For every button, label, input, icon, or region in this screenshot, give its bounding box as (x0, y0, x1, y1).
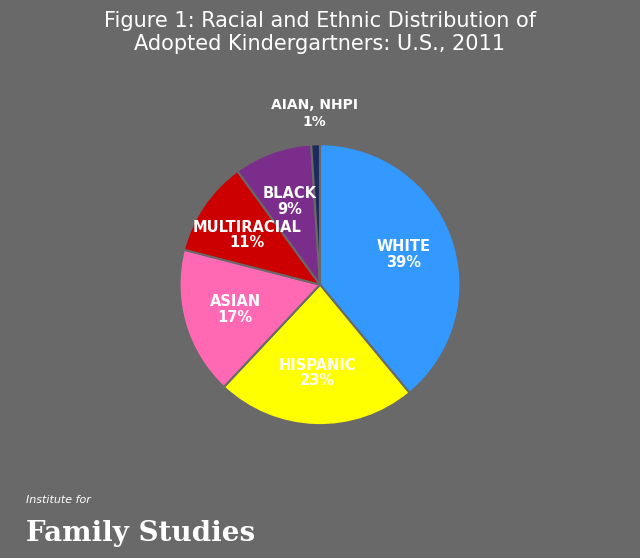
Text: Institute for: Institute for (26, 495, 90, 505)
Wedge shape (224, 285, 410, 425)
Text: 9%: 9% (278, 201, 303, 217)
Text: 17%: 17% (218, 310, 253, 325)
Text: Family Studies: Family Studies (26, 520, 255, 547)
Wedge shape (184, 171, 320, 285)
Text: 23%: 23% (300, 373, 335, 388)
Wedge shape (237, 145, 320, 285)
Title: Figure 1: Racial and Ethnic Distribution of
Adopted Kindergartners: U.S., 2011: Figure 1: Racial and Ethnic Distribution… (104, 11, 536, 54)
Wedge shape (320, 144, 460, 393)
Text: 39%: 39% (386, 255, 420, 270)
Text: MULTIRACIAL: MULTIRACIAL (193, 220, 301, 235)
Text: 11%: 11% (229, 235, 264, 250)
Wedge shape (180, 250, 320, 387)
Wedge shape (311, 144, 320, 285)
Text: BLACK: BLACK (263, 186, 317, 201)
Text: HISPANIC: HISPANIC (278, 358, 356, 373)
Text: WHITE: WHITE (376, 239, 430, 254)
Text: 1%: 1% (303, 115, 326, 129)
Text: AIAN, NHPI: AIAN, NHPI (271, 98, 358, 112)
Text: ASIAN: ASIAN (209, 294, 260, 309)
